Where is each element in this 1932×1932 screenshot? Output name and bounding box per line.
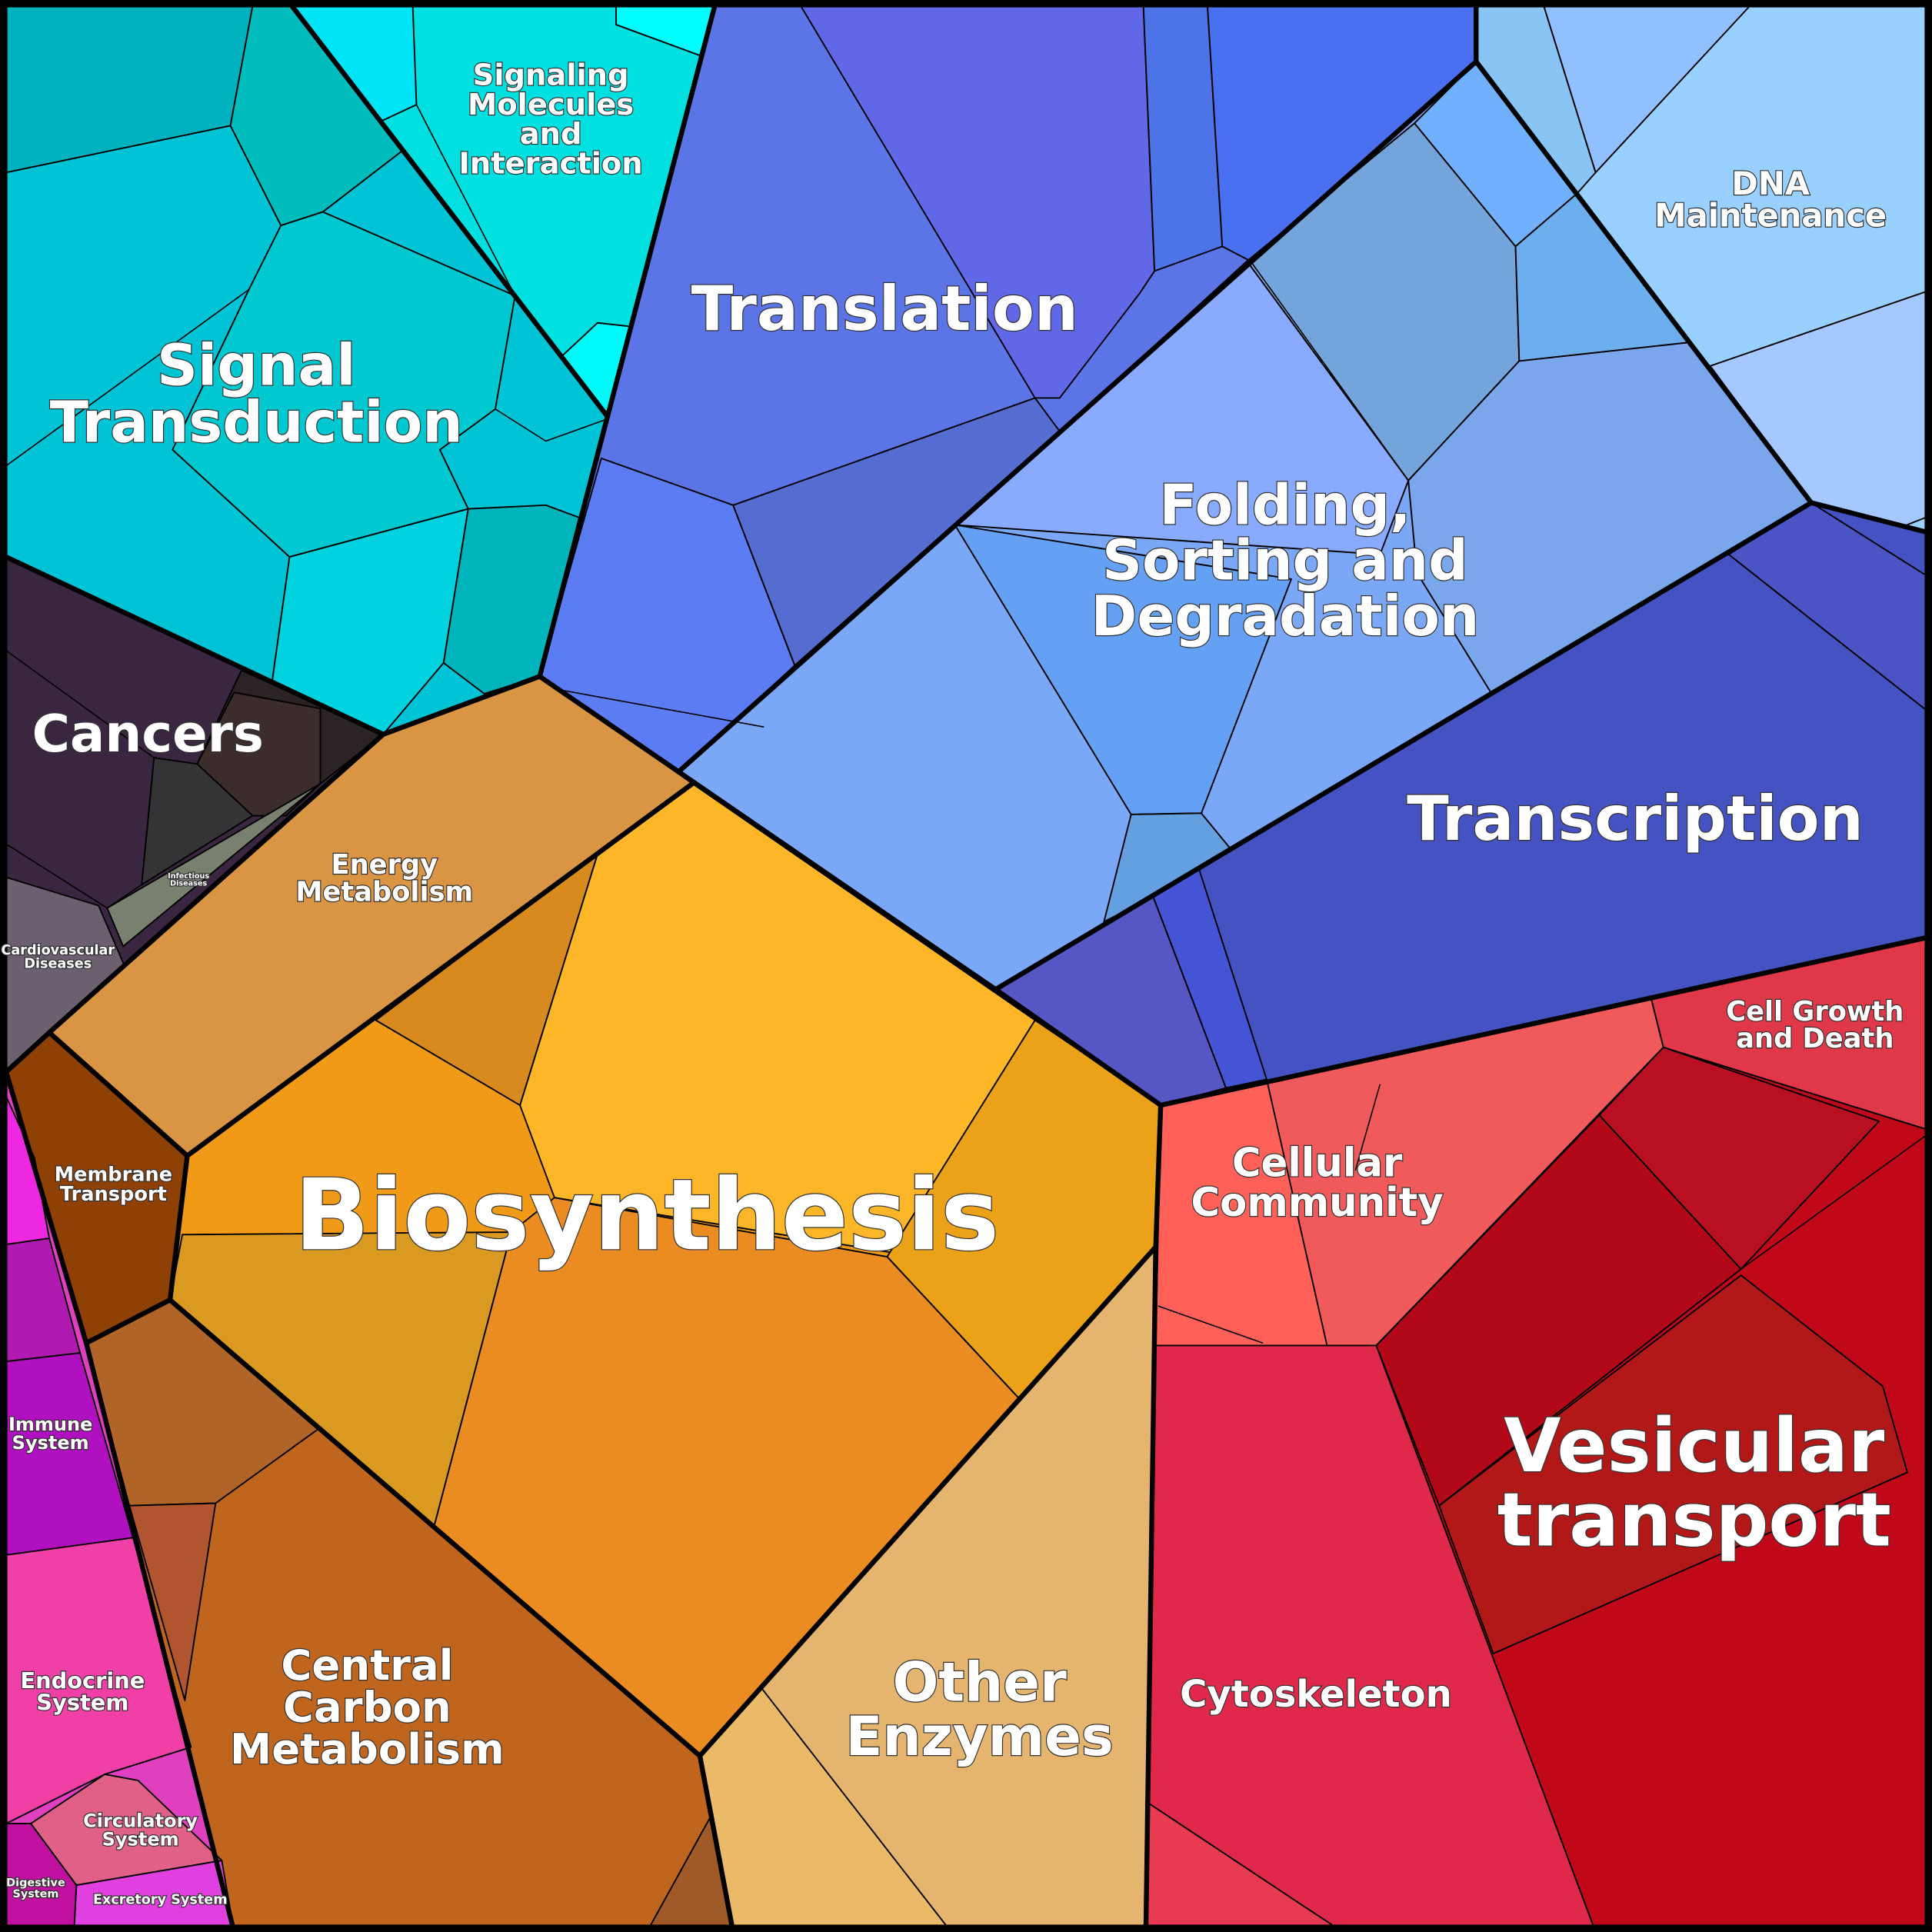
label-line: Cytoskeleton — [1180, 1673, 1452, 1716]
label-line: Other — [892, 1651, 1067, 1714]
region-label: Cell Growth and Death — [1726, 996, 1904, 1054]
label-line: Endocrine — [20, 1667, 145, 1694]
label-line: Excretory System — [93, 1892, 228, 1907]
label-line: Cell Growth — [1726, 996, 1904, 1028]
region-label: Signaling Molecules and Interaction — [459, 58, 643, 181]
region-label: Folding, Sorting and Degradation — [1091, 474, 1480, 649]
label-line: Immune — [8, 1414, 92, 1435]
region-label: Cancers — [32, 704, 264, 764]
region-label: Other Enzymes — [845, 1651, 1113, 1767]
region-label: Infectious Diseases — [168, 872, 209, 888]
region-label: Digestive System — [6, 1877, 65, 1900]
region-label: Transcription — [1407, 783, 1864, 854]
label-line: Circulatory — [83, 1810, 198, 1832]
region-label: Central Carbon Metabolism — [230, 1641, 505, 1774]
region-label: Cardiovascular Diseases — [1, 943, 115, 972]
label-line: Vesicular — [1504, 1404, 1885, 1490]
label-line: Sorting and — [1102, 529, 1468, 594]
label-line: Molecules — [468, 87, 634, 122]
label-line: Carbon — [283, 1683, 451, 1732]
label-line: Diseases — [170, 880, 207, 888]
region-label: Biosynthesis — [295, 1158, 1000, 1273]
region-label: Vesicular transport — [1497, 1404, 1891, 1564]
cell — [128, 1502, 217, 1701]
region-label: Signal Transduction — [50, 334, 463, 456]
label-line: Metabolism — [230, 1724, 505, 1774]
region-label: Endocrine System — [20, 1667, 145, 1716]
region-label: Cellular Community — [1191, 1141, 1444, 1226]
label-line: Membrane — [55, 1163, 172, 1186]
label-line: System — [12, 1432, 89, 1454]
label-line: Signaling — [473, 58, 629, 92]
label-line: and Death — [1736, 1023, 1894, 1054]
label-line: Degradation — [1091, 585, 1480, 649]
group-border — [3, 5, 1932, 1932]
region-label: Energy Metabolism — [295, 849, 473, 908]
cell — [106, 782, 321, 948]
label-line: Diseases — [24, 957, 92, 972]
label-line: System — [102, 1829, 179, 1850]
label-line: Cardiovascular — [1, 943, 115, 958]
label-line: Transport — [60, 1183, 167, 1206]
label-line: transport — [1497, 1477, 1891, 1564]
sub-border — [5, 24, 1932, 1344]
label-line: Central — [281, 1641, 453, 1690]
label-line: Signal — [157, 334, 356, 399]
label-line: Folding, — [1159, 474, 1411, 538]
region-label: Immune System — [8, 1414, 92, 1454]
cells — [5, 5, 1932, 1932]
label-line: Enzymes — [845, 1705, 1113, 1768]
region-label: DNA Maintenance — [1654, 165, 1887, 235]
region-label: Translation — [691, 273, 1078, 345]
label-line: DNA — [1731, 165, 1810, 202]
label-line: Cancers — [32, 704, 264, 764]
label-line: Transcription — [1407, 783, 1864, 854]
label-line: and — [520, 117, 582, 152]
region-label: Membrane Transport — [55, 1163, 172, 1206]
cell — [1598, 1046, 1880, 1271]
label-line: Biosynthesis — [295, 1158, 1000, 1273]
region-label: Excretory System — [93, 1892, 228, 1907]
label-line: Cellular — [1232, 1141, 1403, 1187]
label-line: Metabolism — [295, 876, 473, 908]
label-line: Interaction — [459, 146, 643, 181]
label-line: Maintenance — [1654, 197, 1887, 235]
region-label: Circulatory System — [83, 1810, 198, 1850]
label-line: Community — [1191, 1180, 1444, 1226]
label-line: Transduction — [50, 390, 463, 455]
label-line: System — [12, 1888, 58, 1900]
label-line: Energy — [331, 849, 438, 881]
label-line: Infectious — [168, 872, 209, 881]
label-line: Digestive — [6, 1877, 65, 1890]
label-line: Translation — [691, 273, 1078, 345]
cell — [1438, 1274, 1908, 1654]
sub-borders — [5, 24, 1932, 1344]
label-line: System — [36, 1690, 128, 1716]
region-label: Cytoskeleton — [1180, 1673, 1452, 1716]
